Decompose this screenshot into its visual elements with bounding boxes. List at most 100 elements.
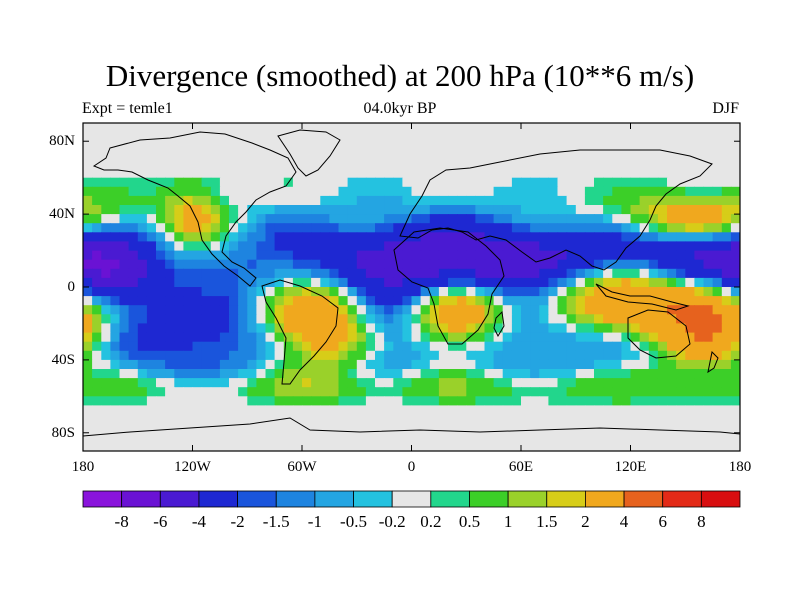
field-cell (311, 396, 321, 406)
field-cell (502, 232, 513, 242)
field-cell (484, 341, 495, 352)
field-cell (101, 141, 111, 151)
field-cell (128, 214, 139, 224)
field-cell (384, 214, 394, 224)
field-cell (356, 323, 367, 334)
field-cell (411, 150, 422, 160)
field-cell (229, 168, 239, 179)
field-cell (402, 259, 413, 270)
field-cell (165, 186, 175, 197)
field-cell (584, 277, 595, 288)
field-cell (302, 314, 312, 324)
field-cell (329, 223, 340, 233)
field-cell (648, 277, 659, 288)
field-cell (338, 396, 349, 406)
field-cell (219, 405, 230, 416)
field-cell (210, 287, 221, 297)
field-cell (165, 341, 175, 352)
field-cell (137, 323, 148, 334)
field-cell (110, 369, 121, 379)
field-cell (594, 223, 604, 233)
field-cell (539, 259, 549, 270)
field-cell (201, 214, 212, 224)
field-cell (493, 259, 504, 270)
field-cell (210, 359, 221, 370)
field-cell (156, 441, 166, 451)
field-cell (265, 405, 276, 416)
field-cell (92, 432, 102, 443)
field-cell (128, 123, 139, 133)
field-cell (612, 287, 622, 297)
field-cell (174, 287, 184, 297)
field-cell (502, 287, 513, 297)
field-cell (128, 432, 139, 443)
field-cell (219, 423, 230, 434)
field-cell (229, 296, 239, 306)
field-cell (247, 141, 257, 151)
field-cell (110, 214, 121, 224)
field-cell (475, 268, 486, 279)
field-cell (484, 441, 495, 451)
field-cell (302, 369, 312, 379)
field-cell (603, 387, 613, 397)
field-cell (238, 378, 248, 388)
field-cell (174, 141, 184, 151)
field-cell (712, 223, 723, 233)
field-cell (402, 441, 413, 451)
colorbar-swatch (198, 490, 238, 508)
field-cell (146, 132, 157, 142)
field-cell (530, 314, 540, 324)
field-cell (375, 341, 385, 352)
field-cell (238, 195, 248, 206)
field-cell (676, 159, 686, 170)
field-cell (83, 323, 93, 334)
field-cell (274, 250, 285, 261)
field-cell (338, 350, 349, 361)
field-cell (338, 323, 349, 334)
field-cell (511, 214, 522, 224)
field-cell (183, 441, 194, 451)
field-cell (730, 241, 740, 252)
field-cell (174, 414, 184, 425)
field-cell (612, 405, 622, 416)
field-cell (274, 359, 285, 370)
field-cell (347, 287, 358, 297)
field-cell (530, 277, 540, 288)
field-cell (676, 168, 686, 179)
field-cell (457, 414, 467, 425)
field-cell (484, 223, 495, 233)
field-cell (457, 132, 467, 142)
field-cell (584, 150, 595, 160)
field-cell (274, 378, 285, 388)
field-cell (292, 350, 303, 361)
field-cell (183, 414, 194, 425)
coastline-australia (627, 309, 691, 359)
field-cell (219, 205, 230, 215)
field-cell (448, 359, 458, 370)
field-cell (594, 387, 604, 397)
field-cell (730, 268, 740, 279)
field-cell (721, 195, 732, 206)
field-cell (302, 123, 312, 133)
field-cell (575, 268, 586, 279)
field-cell (110, 159, 121, 170)
field-cell (283, 141, 294, 151)
field-cell (730, 205, 740, 215)
field-cell (676, 177, 686, 188)
field-cell (566, 150, 577, 160)
field-cell (210, 132, 221, 142)
field-cell (393, 396, 403, 406)
field-cell (265, 241, 276, 252)
coastline-antarctica (83, 417, 740, 437)
field-cell (530, 223, 540, 233)
field-cell (83, 341, 93, 352)
field-cell (694, 259, 705, 270)
field-cell (320, 159, 330, 170)
field-cell (128, 387, 139, 397)
field-cell (712, 287, 723, 297)
field-cell (292, 132, 303, 142)
field-cell (548, 123, 559, 133)
field-cell (703, 323, 714, 334)
field-cell (429, 387, 440, 397)
field-cell (320, 423, 330, 434)
